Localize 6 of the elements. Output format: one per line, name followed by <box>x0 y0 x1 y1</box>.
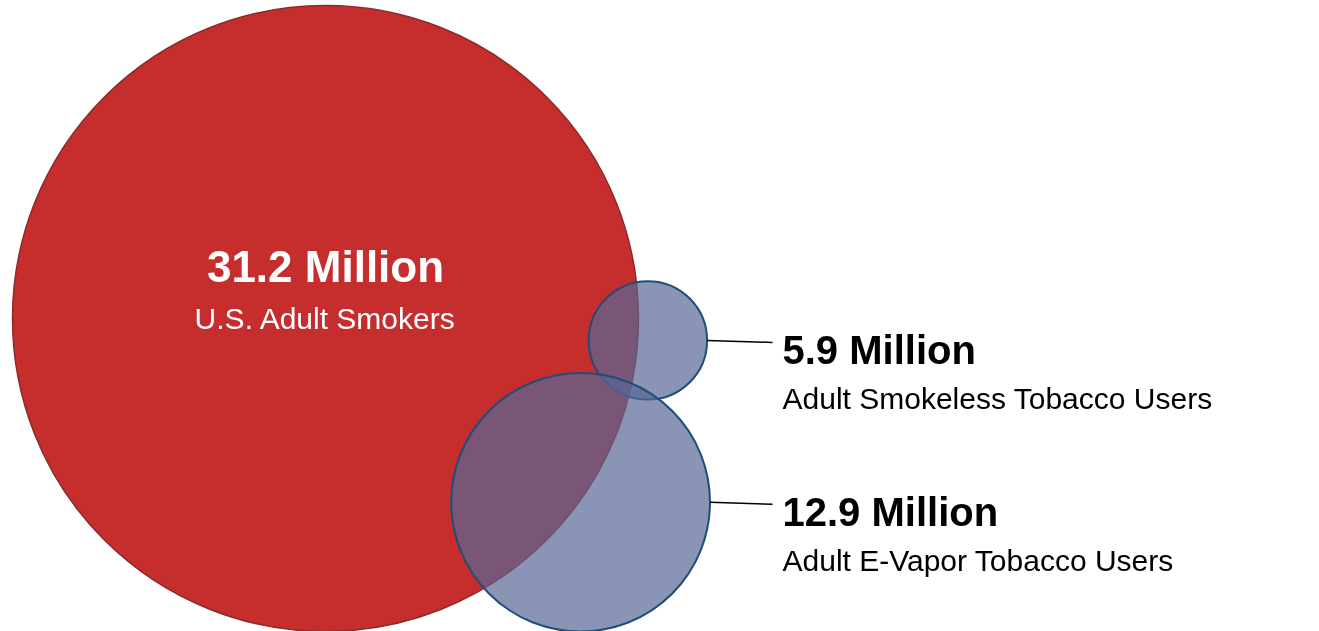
data-label: 12.9 Million <box>782 490 999 535</box>
category-label: U.S. Adult Smokers <box>194 302 455 335</box>
category-label: Adult E-Vapor Tobacco Users <box>782 543 1174 577</box>
data-label: 31.2 Million <box>206 242 445 291</box>
data-label: 5.9 Million <box>782 328 976 373</box>
category-label: Adult Smokeless Tobacco Users <box>782 381 1213 415</box>
